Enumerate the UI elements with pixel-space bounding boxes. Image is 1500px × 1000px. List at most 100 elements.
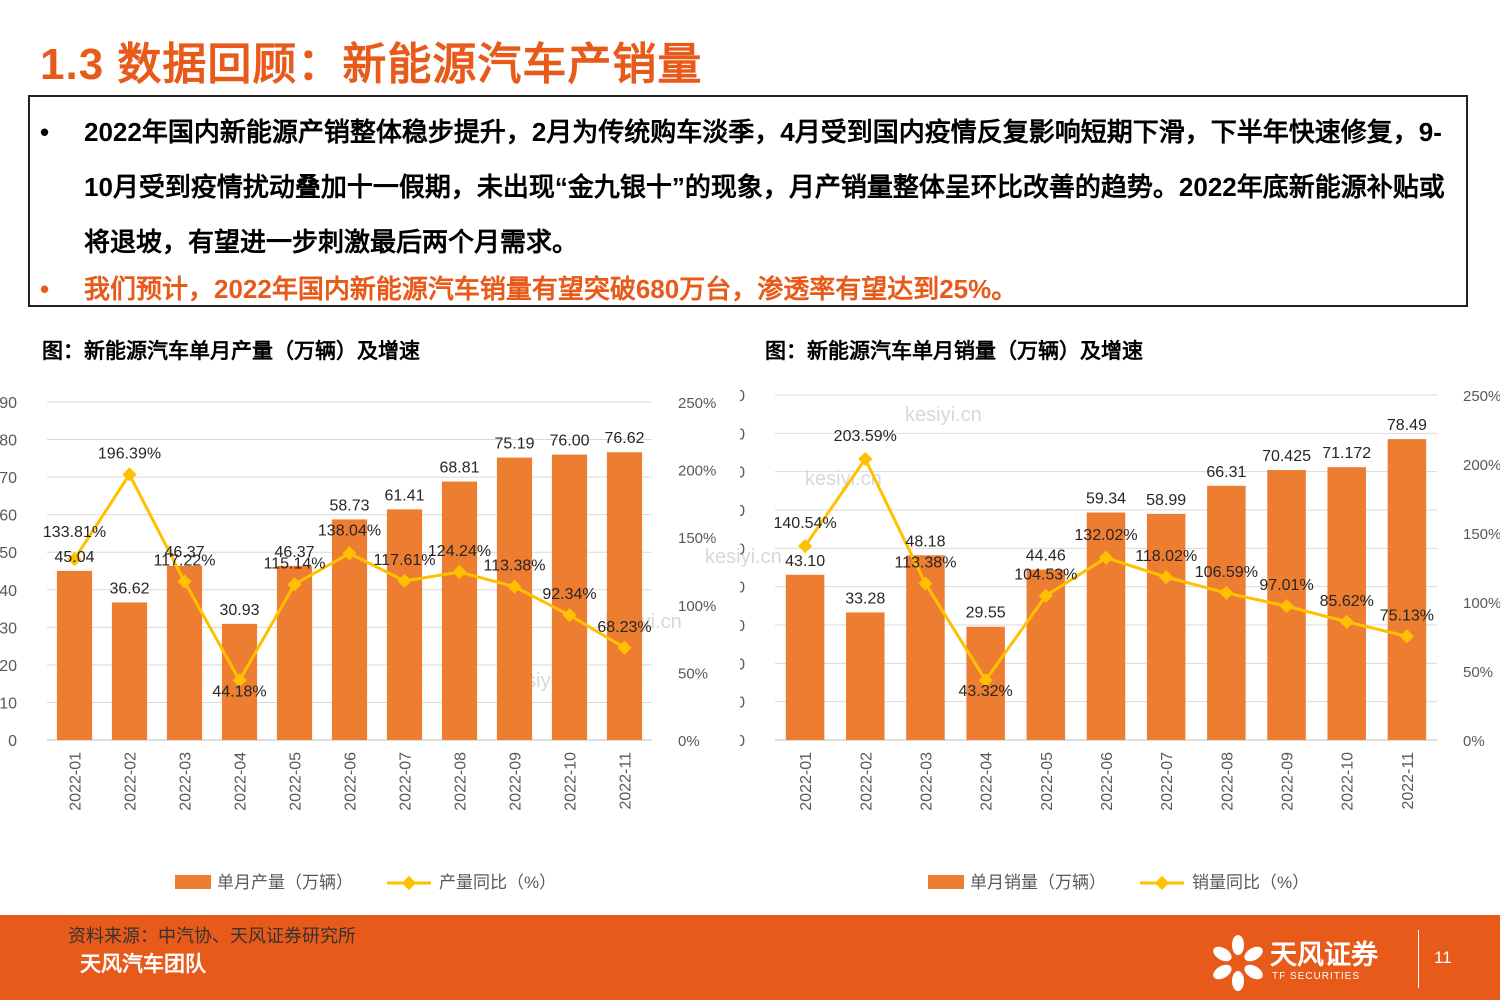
y2-tick-label: 0% bbox=[678, 733, 700, 750]
y2-tick-label: 50% bbox=[1463, 664, 1493, 681]
y-tick-label: 50 bbox=[0, 545, 17, 562]
legend-label: 单月销量（万辆） bbox=[970, 873, 1106, 892]
bar-value-label: 30.93 bbox=[219, 602, 259, 619]
y-tick-label: 40 bbox=[0, 583, 17, 600]
bar-value-label: 46.37 bbox=[274, 544, 314, 561]
bar-value-label: 58.99 bbox=[1146, 492, 1186, 509]
brand-name: 天风证券 bbox=[1270, 940, 1378, 970]
bullet-icon: • bbox=[40, 274, 50, 304]
y2-tick-label: 200% bbox=[678, 463, 716, 480]
y2-tick-label: 150% bbox=[678, 530, 716, 547]
x-tick-label: 2022-04 bbox=[233, 752, 250, 811]
growth-value-label: 133.81% bbox=[43, 524, 106, 541]
bar bbox=[846, 612, 885, 740]
x-tick-label: 2022-01 bbox=[798, 752, 815, 811]
bar bbox=[551, 454, 588, 740]
bar bbox=[1146, 513, 1186, 740]
growth-marker bbox=[617, 640, 632, 655]
summary-point-1-text: 2022年国内新能源产销整体稳步提升，2月为传统购车淡季，4月受到国内疫情反复影… bbox=[84, 117, 1445, 257]
growth-value-label: 132.02% bbox=[1074, 527, 1137, 544]
growth-marker bbox=[452, 564, 467, 580]
bar-value-label: 66.31 bbox=[1206, 464, 1246, 481]
sales-chart-title: 图：新能源汽车单月销量（万辆）及增速 bbox=[765, 340, 1143, 363]
bar-value-label: 71.172 bbox=[1322, 445, 1371, 462]
growth-value-label: 43.32% bbox=[959, 683, 1013, 700]
bullet-icon: • bbox=[40, 117, 50, 147]
growth-marker bbox=[1219, 585, 1234, 600]
watermark: kesiyi.cn bbox=[705, 546, 782, 568]
y2-tick-label: 200% bbox=[1463, 457, 1500, 474]
growth-value-label: 140.54% bbox=[774, 515, 837, 532]
x-tick-label: 2022-02 bbox=[858, 752, 875, 811]
y2-tick-label: 0% bbox=[1463, 733, 1485, 750]
watermark: kesiyi.cn bbox=[805, 468, 882, 490]
x-tick-label: 2022-06 bbox=[343, 752, 360, 811]
y2-tick-label: 100% bbox=[1463, 595, 1500, 612]
bar bbox=[166, 565, 203, 740]
y-tick-label: 90 bbox=[0, 395, 17, 412]
y-tick-label: 10 bbox=[0, 695, 17, 712]
legend-swatch-bar bbox=[928, 875, 964, 889]
growth-value-label: 117.61% bbox=[374, 552, 436, 569]
growth-value-label: 138.04% bbox=[318, 522, 381, 539]
bar-value-label: 76.00 bbox=[549, 433, 589, 450]
growth-value-label: 117.22% bbox=[154, 553, 216, 570]
x-tick-label: 2022-10 bbox=[1340, 752, 1357, 811]
growth-value-label: 75.13% bbox=[1380, 607, 1434, 624]
growth-marker bbox=[507, 579, 522, 594]
y-tick-label: 0 bbox=[740, 733, 745, 750]
y-tick-label: 60 bbox=[740, 503, 745, 520]
y-tick-label: 70 bbox=[0, 470, 17, 487]
bar-value-label: 78.49 bbox=[1387, 417, 1427, 434]
y-tick-label: 40 bbox=[740, 580, 745, 597]
x-tick-label: 2022-05 bbox=[1039, 752, 1056, 811]
bar bbox=[785, 574, 825, 740]
bar bbox=[606, 452, 643, 740]
bar bbox=[1327, 467, 1366, 740]
y-tick-label: 20 bbox=[0, 658, 17, 675]
y2-tick-label: 50% bbox=[678, 665, 708, 682]
bar-value-label: 33.28 bbox=[845, 590, 885, 607]
bar-value-label: 48.18 bbox=[905, 533, 945, 550]
bar bbox=[1086, 512, 1126, 740]
bar-value-label: 58.73 bbox=[329, 497, 369, 514]
team-name: 天风汽车团队 bbox=[80, 953, 206, 976]
growth-value-label: 203.59% bbox=[834, 428, 897, 445]
bar bbox=[1387, 439, 1427, 740]
x-tick-label: 2022-08 bbox=[453, 752, 470, 811]
x-tick-label: 2022-03 bbox=[918, 752, 935, 811]
y2-tick-label: 250% bbox=[678, 395, 716, 412]
growth-value-label: 44.18% bbox=[212, 683, 266, 700]
bar bbox=[1207, 485, 1246, 740]
bar bbox=[111, 602, 148, 740]
growth-value-label: 113.38% bbox=[894, 555, 956, 572]
x-tick-label: 2022-11 bbox=[1400, 752, 1417, 810]
bar bbox=[441, 481, 478, 740]
y-tick-label: 50 bbox=[740, 541, 745, 558]
x-tick-label: 2022-07 bbox=[398, 752, 415, 811]
bar-value-label: 70.425 bbox=[1262, 448, 1311, 465]
brand-subtitle: TF SECURITIES bbox=[1272, 971, 1361, 982]
growth-value-label: 68.23% bbox=[597, 619, 651, 636]
legend-swatch-marker bbox=[1154, 875, 1170, 891]
legend-label: 产量同比（%） bbox=[439, 873, 556, 892]
legend-swatch-bar bbox=[175, 875, 211, 889]
summary-box: • 2022年国内新能源产销整体稳步提升，2月为传统购车淡季，4月受到国内疫情反… bbox=[28, 95, 1468, 307]
summary-point-2-text: 我们预计，2022年国内新能源汽车销量有望突破680万台，渗透率有望达到25%。 bbox=[84, 274, 1018, 304]
y-tick-label: 70 bbox=[740, 465, 745, 482]
growth-value-label: 104.53% bbox=[1014, 567, 1077, 584]
legend-swatch-marker bbox=[401, 875, 417, 891]
brand-logo: 天风证券 TF SECURITIES bbox=[1208, 925, 1408, 995]
page-title: 1.3 数据回顾：新能源汽车产销量 bbox=[40, 40, 703, 89]
source-note: 资料来源：中汽协、天风证券研究所 bbox=[68, 926, 356, 946]
y-tick-label: 90 bbox=[740, 388, 745, 405]
y-tick-label: 30 bbox=[740, 618, 745, 635]
x-tick-label: 2022-05 bbox=[288, 752, 305, 811]
bar bbox=[276, 565, 313, 740]
bar-value-label: 46.37 bbox=[164, 544, 204, 561]
y-tick-label: 10 bbox=[740, 695, 745, 712]
growth-marker bbox=[562, 608, 577, 623]
x-tick-label: 2022-03 bbox=[178, 752, 195, 811]
legend-label: 销量同比（%） bbox=[1192, 873, 1309, 892]
bar-value-label: 43.10 bbox=[785, 553, 825, 570]
